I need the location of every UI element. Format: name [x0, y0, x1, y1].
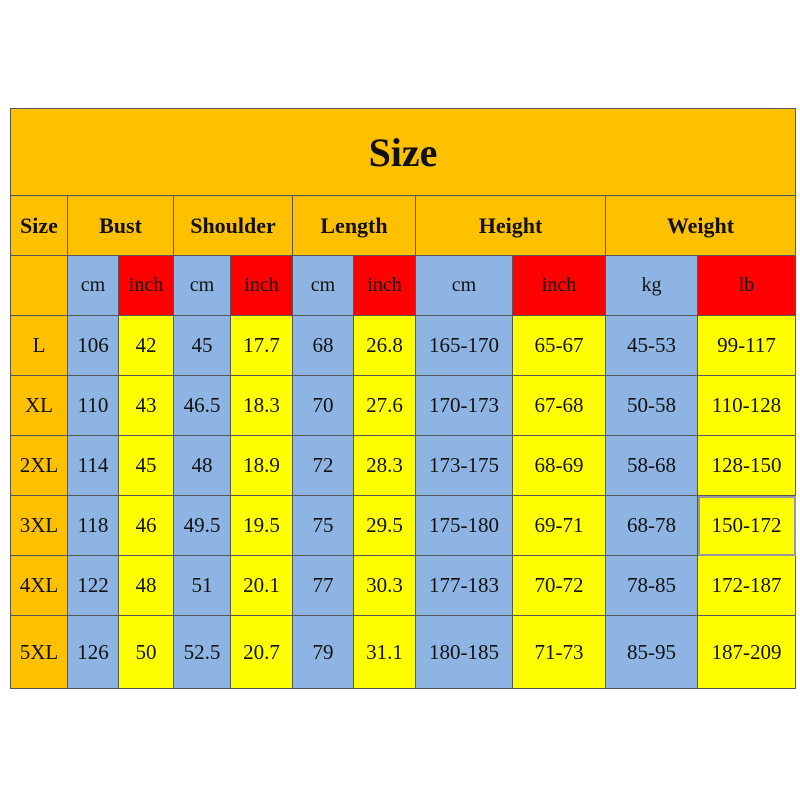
value-cell: 173-175	[415, 435, 513, 496]
value-cell: 187-209	[697, 615, 796, 689]
value-cell: 110-128	[697, 375, 796, 436]
value-cell: 126	[67, 615, 119, 689]
value-cell: 46.5	[173, 375, 231, 436]
value-cell: 118	[67, 495, 119, 556]
unit-header: cm	[415, 255, 513, 316]
size-cell: 4XL	[10, 555, 68, 616]
value-cell: 106	[67, 315, 119, 376]
value-cell: 45	[118, 435, 174, 496]
group-header: Height	[415, 195, 606, 256]
value-cell: 70-72	[512, 555, 606, 616]
value-cell: 45	[173, 315, 231, 376]
value-cell: 20.1	[230, 555, 293, 616]
value-cell: 68-78	[605, 495, 698, 556]
value-cell: 75	[292, 495, 354, 556]
value-cell: 175-180	[415, 495, 513, 556]
size-chart: Size Size Bust Shoulder Length Height Weight c…	[10, 108, 796, 689]
group-header: Length	[292, 195, 416, 256]
value-cell: 58-68	[605, 435, 698, 496]
size-cell: XL	[10, 375, 68, 436]
table-row: Size Bust Shoulder Length Height Weight	[10, 195, 796, 256]
unit-header: lb	[697, 255, 796, 316]
value-cell: 77	[292, 555, 354, 616]
table-row: 5XL 126 50 52.5 20.7 79 31.1 180-185 71-73 85-95 1…	[10, 615, 796, 689]
unit-header: kg	[605, 255, 698, 316]
value-cell: 71-73	[512, 615, 606, 689]
value-cell: 20.7	[230, 615, 293, 689]
size-cell: L	[10, 315, 68, 376]
unit-header: cm	[67, 255, 119, 316]
value-cell: 128-150	[697, 435, 796, 496]
value-cell: 48	[173, 435, 231, 496]
value-cell: 68-69	[512, 435, 606, 496]
value-cell: 51	[173, 555, 231, 616]
value-cell: 165-170	[415, 315, 513, 376]
value-cell: 69-71	[512, 495, 606, 556]
title: Size	[10, 108, 796, 196]
value-cell: 68	[292, 315, 354, 376]
group-header: Bust	[67, 195, 174, 256]
value-cell: 122	[67, 555, 119, 616]
unit-header: inch	[512, 255, 606, 316]
value-cell: 114	[67, 435, 119, 496]
value-cell: 45-53	[605, 315, 698, 376]
value-cell: 18.9	[230, 435, 293, 496]
value-cell: 50	[118, 615, 174, 689]
size-header: Size	[10, 195, 68, 256]
value-cell: 85-95	[605, 615, 698, 689]
table-row: XL 110 43 46.5 18.3 70 27.6 170-173 67-68 50-58 11…	[10, 375, 796, 436]
value-cell: 65-67	[512, 315, 606, 376]
value-cell: 177-183	[415, 555, 513, 616]
table-row: L 106 42 45 17.7 68 26.8 165-170 65-67 45-53 99-11…	[10, 315, 796, 376]
value-cell: 110	[67, 375, 119, 436]
group-header: Weight	[605, 195, 796, 256]
value-cell: 70	[292, 375, 354, 436]
value-cell: 42	[118, 315, 174, 376]
value-cell: 79	[292, 615, 354, 689]
value-cell: 78-85	[605, 555, 698, 616]
unit-header: cm	[292, 255, 354, 316]
value-cell: 172-187	[697, 555, 796, 616]
value-cell: 150-172	[697, 495, 796, 556]
value-cell: 67-68	[512, 375, 606, 436]
unit-header: inch	[353, 255, 416, 316]
value-cell: 19.5	[230, 495, 293, 556]
table-row: 3XL 118 46 49.5 19.5 75 29.5 175-180 69-71 68-78 1…	[10, 495, 796, 556]
group-header: Shoulder	[173, 195, 293, 256]
value-cell: 31.1	[353, 615, 416, 689]
size-cell: 2XL	[10, 435, 68, 496]
size-cell: 3XL	[10, 495, 68, 556]
value-cell: 170-173	[415, 375, 513, 436]
table-row: 4XL 122 48 51 20.1 77 30.3 177-183 70-72 78-85 172…	[10, 555, 796, 616]
value-cell: 30.3	[353, 555, 416, 616]
value-cell: 29.5	[353, 495, 416, 556]
value-cell: 18.3	[230, 375, 293, 436]
table-row: 2XL 114 45 48 18.9 72 28.3 173-175 68-69 58-68 128…	[10, 435, 796, 496]
unit-header: cm	[173, 255, 231, 316]
value-cell: 50-58	[605, 375, 698, 436]
table-row: cm inch cm inch cm inch cm inch kg lb	[10, 255, 796, 316]
size-table: Size Size Bust Shoulder Length Height Weight c…	[10, 108, 796, 689]
value-cell: 46	[118, 495, 174, 556]
value-cell: 48	[118, 555, 174, 616]
value-cell: 52.5	[173, 615, 231, 689]
blank-cell	[10, 255, 68, 316]
value-cell: 26.8	[353, 315, 416, 376]
unit-header: inch	[230, 255, 293, 316]
value-cell: 27.6	[353, 375, 416, 436]
value-cell: 28.3	[353, 435, 416, 496]
value-cell: 99-117	[697, 315, 796, 376]
size-cell: 5XL	[10, 615, 68, 689]
value-cell: 43	[118, 375, 174, 436]
value-cell: 49.5	[173, 495, 231, 556]
unit-header: inch	[118, 255, 174, 316]
value-cell: 17.7	[230, 315, 293, 376]
value-cell: 180-185	[415, 615, 513, 689]
value-cell: 72	[292, 435, 354, 496]
